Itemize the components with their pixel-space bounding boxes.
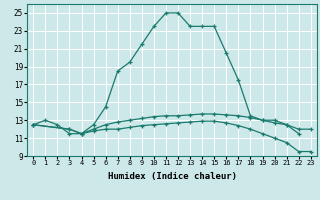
X-axis label: Humidex (Indice chaleur): Humidex (Indice chaleur) bbox=[108, 172, 236, 181]
